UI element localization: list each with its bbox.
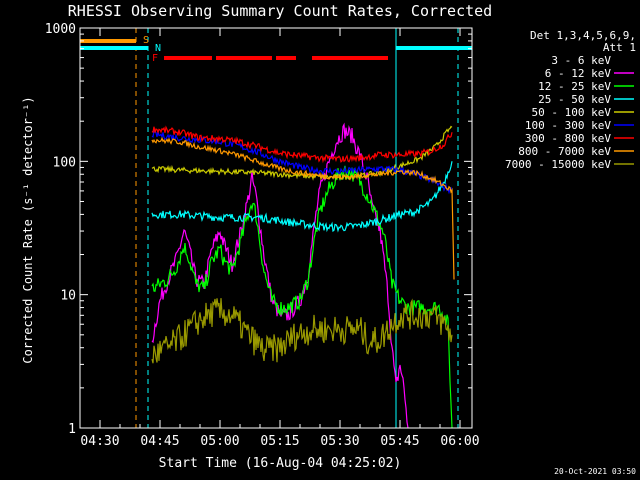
x-tick-label-4: 05:30 bbox=[320, 434, 359, 449]
x-tick-label-2: 05:00 bbox=[200, 434, 239, 449]
plot-frame bbox=[79, 27, 473, 429]
plot-area: SNF bbox=[80, 28, 472, 431]
series-line-3 bbox=[151, 161, 453, 233]
series-line-2 bbox=[151, 165, 453, 429]
y-tick-label-3: 1000 bbox=[45, 22, 76, 37]
legend-label-3: 25 - 50 keV bbox=[538, 93, 611, 106]
y-tick-label-1: 10 bbox=[60, 289, 76, 304]
legend-header-line2: Att 1 bbox=[603, 41, 636, 54]
x-tick-label-3: 05:15 bbox=[260, 434, 299, 449]
timestamp: 20-Oct-2021 03:50 bbox=[554, 467, 636, 476]
legend-label-2: 12 - 25 keV bbox=[538, 80, 611, 93]
y-tick-label-2: 100 bbox=[53, 155, 76, 170]
legend-label-1: 6 - 12 keV bbox=[545, 67, 612, 80]
legend-label-7: 800 - 7000 keV bbox=[518, 145, 611, 158]
axes: 04:30 04:45 05:00 05:15 05:30 05:45 06:00 1 10 10… bbox=[45, 22, 480, 449]
x-tick-label-1: 04:45 bbox=[140, 434, 179, 449]
series-line-7 bbox=[151, 136, 455, 280]
legend-header-line1: Det 1,3,4,5,6,9, bbox=[530, 29, 636, 42]
legend-label-5: 100 - 300 keV bbox=[525, 119, 611, 132]
legend-label-6: 300 - 800 keV bbox=[525, 132, 611, 145]
series-line-6 bbox=[151, 125, 453, 164]
chart-title: RHESSI Observing Summary Count Rates, Co… bbox=[68, 2, 492, 20]
x-tick-label-0: 04:30 bbox=[80, 434, 119, 449]
legend-label-8: 7000 - 15000 keV bbox=[505, 158, 611, 171]
y-tick-label-0: 1 bbox=[68, 422, 76, 437]
legend-label-0: 3 - 6 keV bbox=[551, 54, 611, 67]
series-line-0 bbox=[151, 254, 389, 431]
x-tick-label-6: 06:00 bbox=[440, 434, 479, 449]
series-line-4 bbox=[151, 125, 453, 182]
legend-label-4: 50 - 100 keV bbox=[532, 106, 612, 119]
x-tick-label-5: 05:45 bbox=[380, 434, 419, 449]
y-axis-label: Corrected Count Rate (s⁻¹ detector⁻¹) bbox=[21, 96, 35, 363]
x-axis-label: Start Time (16-Aug-04 04:25:02) bbox=[159, 456, 402, 471]
flag-label-n: N bbox=[155, 43, 161, 54]
flag-label-s: S bbox=[143, 35, 149, 46]
series-line-8 bbox=[151, 298, 453, 364]
flag-label-f: F bbox=[152, 53, 158, 64]
